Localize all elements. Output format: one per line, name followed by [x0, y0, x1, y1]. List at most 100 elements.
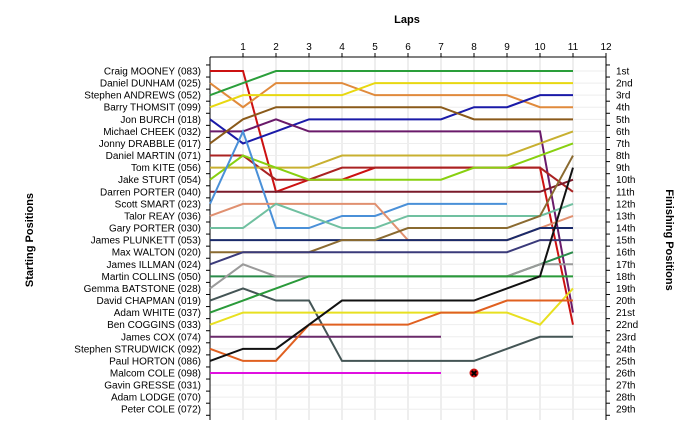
finishing-position-label: 14th	[616, 224, 635, 235]
finishing-position-label: 2nd	[616, 79, 633, 90]
driver-label: Tom KITE (056)	[131, 163, 201, 174]
finishing-position-label: 4th	[616, 103, 630, 114]
driver-label: Martin COLLINS (050)	[102, 272, 201, 283]
series-line-6	[210, 118, 574, 313]
series-line-17	[209, 239, 573, 266]
series-line-11	[210, 178, 574, 193]
driver-label: Gary PORTER (030)	[109, 224, 201, 235]
finishing-position-label: 3rd	[616, 91, 630, 102]
finishing-position-label: 11th	[616, 187, 635, 198]
driver-label: James COX (074)	[121, 332, 201, 343]
driver-label: Peter COLE (072)	[121, 405, 201, 416]
series-line-25	[209, 167, 574, 362]
series-line-10	[209, 142, 574, 181]
series-line-1	[210, 70, 574, 325]
finishing-position-label: 16th	[616, 248, 635, 259]
lap-tick-label: 9	[504, 42, 510, 53]
driver-label: David CHAPMAN (019)	[97, 296, 201, 307]
driver-label: Gemma BATSTONE (028)	[84, 284, 201, 295]
driver-label: Talor REAY (036)	[124, 211, 201, 222]
x-axis-title: Laps	[394, 14, 420, 26]
finishing-position-label: 6th	[616, 127, 630, 138]
finishing-position-label: 22nd	[616, 320, 638, 331]
lap-tick-label: 10	[534, 42, 546, 53]
driver-label: Stephen STRUDWICK (092)	[74, 344, 201, 355]
driver-label: Daniel MARTIN (071)	[106, 151, 201, 162]
series-line-21	[209, 275, 573, 314]
lap-tick-label: 6	[405, 42, 411, 53]
series-line-7	[209, 106, 573, 145]
finishing-position-labels: 1st2nd3rd4th5th6th7th8th9th10th11th12th1…	[616, 67, 638, 416]
series-line-3	[209, 70, 573, 97]
driver-label: James ILLMAN (024)	[107, 260, 201, 271]
lap-tick-label: 4	[339, 42, 345, 53]
finishing-position-label: 28th	[616, 393, 635, 404]
markers: ✖	[469, 368, 479, 380]
driver-label: Craig MOONEY (083)	[104, 67, 201, 78]
lap-tick-label: 5	[372, 42, 378, 53]
series-line-15	[210, 227, 573, 242]
finishing-position-label: 1st	[616, 67, 630, 78]
series-line-8	[210, 154, 574, 193]
lap-tick-label: 3	[306, 42, 312, 53]
series-line-22	[209, 287, 574, 326]
finishing-position-label: 26th	[616, 369, 635, 380]
driver-label: Jon BURCH (018)	[120, 115, 201, 126]
retired-marker: ✖	[470, 370, 478, 380]
starting-position-labels: Craig MOONEY (083)Daniel DUNHAM (025)Ste…	[74, 67, 201, 416]
finishing-position-label: 9th	[616, 163, 630, 174]
series-line-4	[209, 82, 573, 109]
finishing-position-label: 7th	[616, 139, 630, 150]
driver-label: Michael CHEEK (032)	[103, 127, 201, 138]
series-line-9	[210, 130, 574, 169]
retired-marker-bg	[469, 368, 479, 378]
lap-tick-label: 12	[600, 42, 612, 53]
series-line-2	[209, 82, 573, 109]
finishing-position-label: 21st	[616, 308, 635, 319]
finishing-position-label: 8th	[616, 151, 630, 162]
finishing-position-label: 29th	[616, 405, 635, 416]
driver-label: Max WALTON (020)	[112, 248, 201, 259]
driver-label: Scott SMART (023)	[115, 199, 201, 210]
lap-tick-labels: 1 2 3 4 5 6 7 8 9 10 11 12	[240, 42, 612, 53]
finishing-position-label: 24th	[616, 344, 635, 355]
finishing-position-label: 15th	[616, 236, 635, 247]
lap-tick-label: 2	[273, 42, 279, 53]
lap-tick-label: 7	[438, 42, 444, 53]
lap-tick-label: 1	[240, 42, 246, 53]
driver-label: Adam WHITE (037)	[114, 308, 201, 319]
right-axis-title: Finishing Positions	[663, 189, 675, 290]
left-axis-title: Starting Positions	[24, 193, 36, 287]
driver-label: Paul HORTON (086)	[109, 356, 201, 367]
finishing-position-label: 23rd	[616, 332, 636, 343]
finishing-position-label: 25th	[616, 356, 635, 367]
driver-label: Stephen ANDREWS (052)	[84, 91, 201, 102]
series-line-5	[209, 94, 573, 145]
finishing-position-label: 10th	[616, 175, 635, 186]
driver-label: Daniel DUNHAM (025)	[100, 79, 201, 90]
series-line-14	[210, 202, 574, 230]
lap-tick-label: 11	[568, 42, 579, 53]
driver-label: Adam LODGE (070)	[111, 393, 201, 404]
series-lines	[209, 70, 574, 374]
lap-tick-label: 8	[471, 42, 477, 53]
finishing-position-label: 13th	[616, 211, 635, 222]
finishing-position-label: 18th	[616, 272, 635, 283]
finishing-position-label: 12th	[616, 199, 635, 210]
driver-label: Jonny DRABBLE (017)	[99, 139, 201, 150]
driver-label: Ben COGGINS (033)	[107, 320, 201, 331]
series-line-12	[209, 128, 507, 230]
driver-label: Darren PORTER (040)	[100, 187, 201, 198]
finishing-position-label: 19th	[616, 284, 635, 295]
finishing-position-label: 5th	[616, 115, 630, 126]
driver-label: Malcom COLE (098)	[110, 369, 201, 380]
finishing-position-label: 17th	[616, 260, 635, 271]
driver-label: Barry THOMSIT (099)	[104, 103, 201, 114]
driver-label: James PLUNKETT (053)	[91, 236, 201, 247]
series-line-20	[209, 287, 573, 362]
finishing-position-label: 20th	[616, 296, 635, 307]
driver-label: Jake STURT (054)	[118, 175, 201, 186]
finishing-position-label: 27th	[616, 381, 635, 392]
driver-label: Gavin GRESSE (031)	[104, 381, 201, 392]
